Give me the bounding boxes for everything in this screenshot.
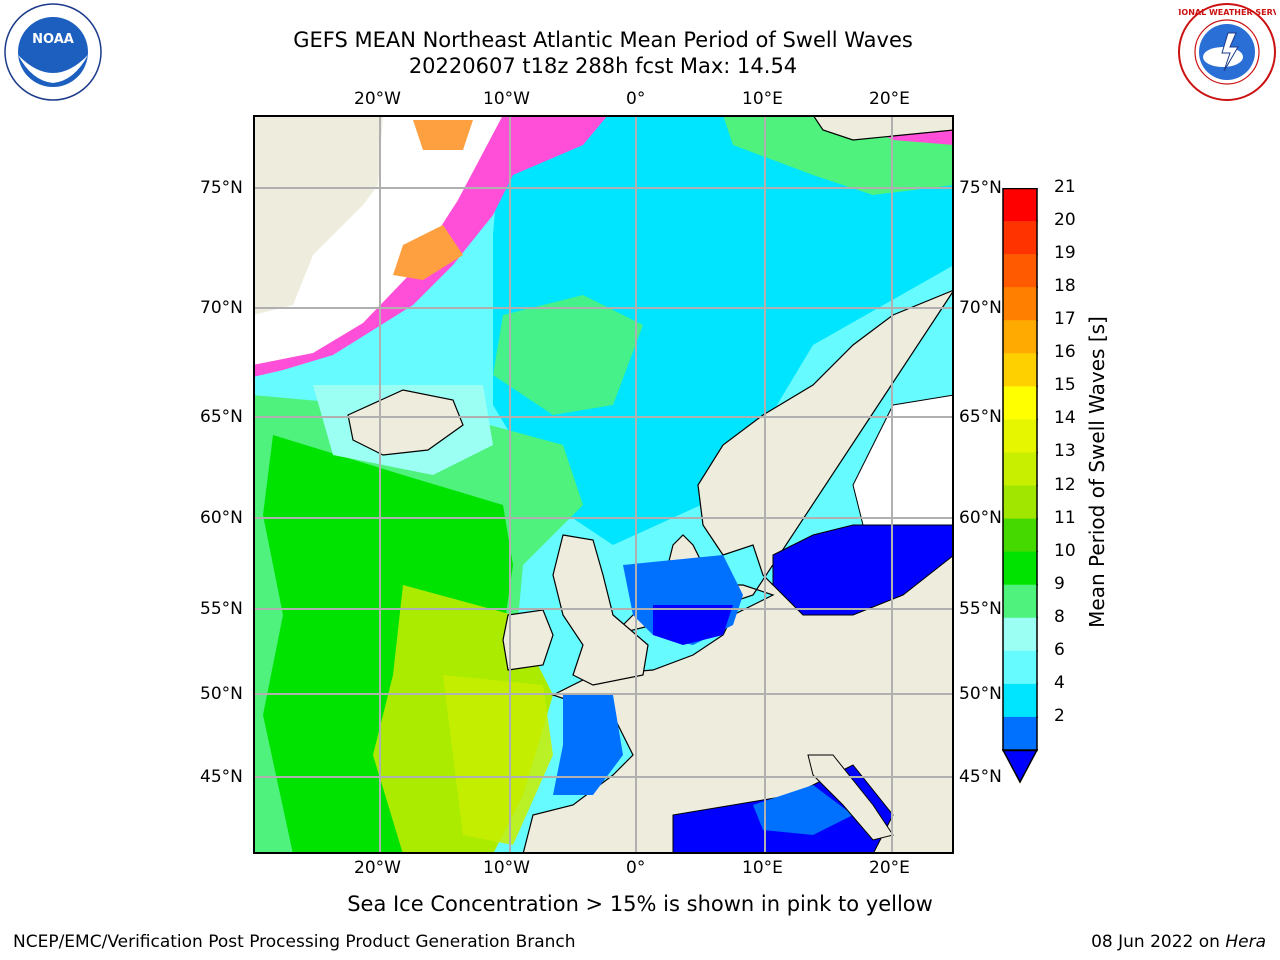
- colorbar-tick-label: 10: [1054, 540, 1076, 561]
- europe-land: [522, 289, 954, 854]
- colorbar-segment: [1003, 716, 1037, 751]
- colorbar-segment: [1003, 485, 1037, 520]
- lon-label-top-20w: 20°W: [354, 89, 401, 109]
- lon-label-bottom-10w: 10°W: [483, 858, 530, 878]
- colorbar-segment: [1003, 551, 1037, 586]
- sea-ice-caption: Sea Ice Concentration > 15% is shown in …: [347, 892, 933, 916]
- greenland-land: [253, 115, 383, 315]
- lon-label-bottom-0: 0°: [626, 858, 646, 878]
- noaa-logo-text: NOAA: [32, 32, 74, 47]
- map-frame: [253, 115, 954, 854]
- colorbar-tick-label: 13: [1054, 441, 1076, 462]
- colorbar-frame: [1002, 187, 1038, 752]
- lon-label-top-0: 0°: [626, 89, 646, 109]
- lat-label-right-70n: 70°N: [959, 298, 1002, 318]
- chart-title-line2: 20220607 t18z 288h fcst Max: 14.54: [408, 54, 798, 78]
- colorbar-segment: [1003, 188, 1037, 222]
- colorbar-tick-label: 17: [1054, 309, 1076, 330]
- colorbar-tick-label: 19: [1054, 243, 1076, 264]
- colorbar-tick-label: 9: [1054, 573, 1065, 594]
- map-panel: [253, 115, 954, 854]
- colorbar-tick-label: 15: [1054, 375, 1076, 396]
- baltic-deep-blue: [772, 524, 954, 616]
- colorbar-tick-label: 4: [1054, 672, 1065, 693]
- lat-label-right-55n: 55°N: [959, 599, 1002, 619]
- colorbar-segment: [1003, 221, 1037, 255]
- footer-date-text: 08 Jun 2022 on: [1091, 932, 1226, 952]
- lat-label-right-75n: 75°N: [959, 178, 1002, 198]
- lat-label-left-55n: 55°N: [200, 599, 243, 619]
- lat-label-left-60n: 60°N: [200, 508, 243, 528]
- colorbar-tick-label: 12: [1054, 474, 1076, 495]
- iceland-land: [347, 389, 464, 456]
- colorbar-tick-label: 11: [1054, 507, 1076, 528]
- colorbar: [1001, 187, 1039, 784]
- footer-host: Hera: [1225, 932, 1266, 952]
- colorbar-tick-label: 2: [1054, 705, 1065, 726]
- colorbar-segment: [1003, 254, 1037, 288]
- colorbar-segment: [1003, 518, 1037, 553]
- lat-label-left-75n: 75°N: [200, 178, 243, 198]
- colorbar-segment: [1003, 353, 1037, 387]
- lat-label-left-50n: 50°N: [200, 684, 243, 704]
- colorbar-segment: [1003, 683, 1037, 718]
- lon-label-top-20e: 20°E: [869, 89, 910, 109]
- lat-label-right-60n: 60°N: [959, 508, 1002, 528]
- nws-logo: NATIONAL WEATHER SERVICE: [1161, 3, 1280, 101]
- colorbar-segment: [1003, 650, 1037, 685]
- colorbar-tick-label: 16: [1054, 342, 1076, 363]
- footer-credit: NCEP/EMC/Verification Post Processing Pr…: [13, 932, 576, 952]
- lat-label-right-65n: 65°N: [959, 407, 1002, 427]
- biscay-pale-yellow: [443, 675, 553, 845]
- bay-of-biscay-blue: [553, 695, 623, 795]
- chart-title-line1: GEFS MEAN Northeast Atlantic Mean Period…: [293, 28, 913, 52]
- footer-date: 08 Jun 2022 on Hera: [1091, 932, 1266, 952]
- lat-label-right-45n: 45°N: [959, 767, 1002, 787]
- colorbar-tick-label: 18: [1054, 276, 1076, 297]
- colorbar-segment: [1003, 419, 1037, 453]
- lat-label-right-50n: 50°N: [959, 684, 1002, 704]
- lat-label-left-65n: 65°N: [200, 407, 243, 427]
- mediterranean-blue: [753, 785, 853, 835]
- lon-label-top-10e: 10°E: [742, 89, 783, 109]
- colorbar-tick-label: 20: [1054, 210, 1076, 231]
- lon-label-bottom-20e: 20°E: [869, 858, 910, 878]
- colorbar-svg: [1001, 187, 1039, 784]
- graticule: [253, 115, 954, 854]
- colorbar-tick-label: 8: [1054, 606, 1065, 627]
- lon-label-bottom-10e: 10°E: [742, 858, 783, 878]
- lat-label-left-45n: 45°N: [200, 767, 243, 787]
- noaa-logo: NOAA: [4, 3, 102, 101]
- colorbar-title: Mean Period of Swell Waves [s]: [1085, 316, 1109, 628]
- north-sea-deep: [653, 605, 733, 645]
- lon-label-bottom-20w: 20°W: [354, 858, 401, 878]
- lat-label-left-70n: 70°N: [200, 298, 243, 318]
- colorbar-tick-label: 6: [1054, 639, 1065, 660]
- norwegian-sea-swell: [493, 115, 954, 545]
- svalbard-land: [812, 115, 954, 141]
- lon-label-top-10w: 10°W: [483, 89, 530, 109]
- colorbar-segment: [1003, 386, 1037, 420]
- nws-logo-text: NATIONAL WEATHER SERVICE: [1178, 8, 1276, 17]
- sea-ice-north-patch: [413, 120, 473, 150]
- colorbar-tick-label: 14: [1054, 408, 1076, 429]
- colorbar-segment: [1003, 617, 1037, 652]
- colorbar-segment: [1003, 320, 1037, 354]
- colorbar-segment: [1003, 452, 1037, 487]
- colorbar-segment: [1003, 584, 1037, 619]
- colorbar-tick-label: 21: [1054, 177, 1076, 197]
- map-svg: [253, 115, 954, 854]
- colorbar-extend-arrow: [1001, 749, 1039, 784]
- norwegian-sea-green-patch: [493, 295, 643, 415]
- colorbar-segment: [1003, 287, 1037, 321]
- sea-ice-edge-orange: [393, 225, 463, 280]
